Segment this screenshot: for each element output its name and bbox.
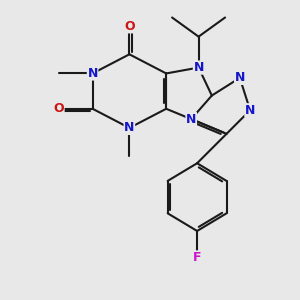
Text: N: N: [194, 61, 204, 74]
Text: N: N: [235, 71, 245, 84]
Text: N: N: [245, 104, 255, 117]
Text: O: O: [124, 20, 135, 33]
Text: N: N: [124, 122, 135, 134]
Text: F: F: [193, 251, 201, 264]
Text: N: N: [186, 112, 196, 126]
Text: N: N: [87, 67, 98, 80]
Text: O: O: [53, 102, 64, 115]
